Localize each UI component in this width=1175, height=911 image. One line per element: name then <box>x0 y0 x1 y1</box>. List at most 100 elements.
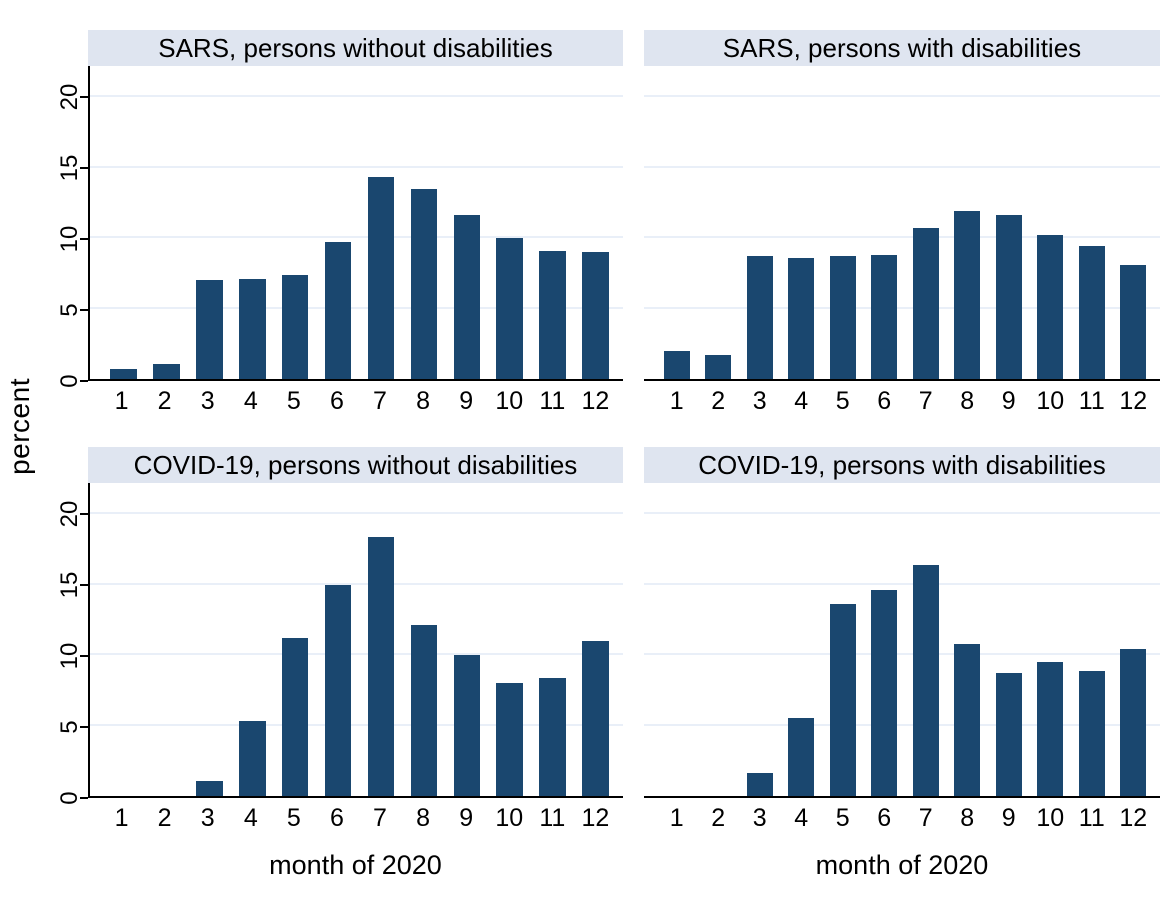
bar-month-8 <box>954 211 981 379</box>
y-tick-label: 20 <box>56 83 83 111</box>
bar-month-12 <box>582 252 609 379</box>
bar-month-4 <box>238 721 266 796</box>
bar-month-10 <box>496 683 524 796</box>
bar-slot <box>402 66 445 379</box>
x-tick-label: 3 <box>752 386 767 415</box>
bar-month-6 <box>871 590 898 796</box>
bar-slot <box>360 66 403 379</box>
gridline <box>644 512 1160 515</box>
gridline <box>644 165 1160 168</box>
bar-slot <box>231 66 274 379</box>
gridline <box>90 306 623 309</box>
x-tick-labels: 1 2 3 4 5 6 7 8 9 10 11 12 <box>88 381 623 421</box>
gridline <box>644 95 1160 98</box>
panel-title: SARS, persons with disabilities <box>644 30 1160 66</box>
y-tick-mark <box>80 167 88 170</box>
bar-month-5 <box>829 604 856 796</box>
bar-month-5 <box>829 256 856 379</box>
plot-area: 0 5 10 15 20 <box>45 483 623 805</box>
x-tick-label: 5 <box>286 386 301 415</box>
bar-month-2 <box>705 355 732 379</box>
bar-month-4 <box>238 278 266 379</box>
bar-series <box>644 66 1160 379</box>
y-tick-label: 20 <box>56 500 83 528</box>
bar-month-10 <box>1037 235 1064 379</box>
x-tick-label: 2 <box>711 386 726 415</box>
bar-month-6 <box>324 242 352 379</box>
bar-slot <box>274 483 317 796</box>
gridline <box>90 653 623 656</box>
bar-slot <box>231 483 274 796</box>
x-tick-label: 5 <box>835 386 850 415</box>
gridline <box>90 512 623 515</box>
bar-slot <box>698 483 740 796</box>
y-tick-label: 5 <box>56 303 83 317</box>
bar-month-5 <box>281 638 309 796</box>
bar-slot <box>102 483 145 796</box>
bar-month-9 <box>995 215 1022 379</box>
x-tick-label: 1 <box>114 386 129 415</box>
bar-slot <box>947 66 989 379</box>
x-tick-label: 3 <box>752 803 767 832</box>
x-tick-label: 5 <box>835 803 850 832</box>
y-tick-mark <box>80 726 88 729</box>
x-tick-label: 9 <box>459 803 474 832</box>
panel-covid19-without-disabilities: COVID-19, persons without disabilities 0… <box>45 447 623 886</box>
x-tick-label: 11 <box>539 803 566 832</box>
plot-area <box>623 66 1160 381</box>
bar-month-10 <box>496 238 524 379</box>
x-tick-label: 7 <box>918 386 933 415</box>
bar-slot <box>1071 66 1113 379</box>
x-tick-label: 4 <box>243 386 258 415</box>
bar-slot <box>360 483 403 796</box>
panel-title: COVID-19, persons with disabilities <box>644 447 1160 483</box>
bar-slot <box>905 66 947 379</box>
x-tick-label: 1 <box>114 803 129 832</box>
y-tick-mark <box>80 380 88 382</box>
y-tick-label: 5 <box>56 720 83 734</box>
x-tick-label: 2 <box>157 803 172 832</box>
x-tick-label: 10 <box>1036 386 1065 415</box>
panel-sars-without-disabilities: SARS, persons without disabilities 0 5 10 1… <box>45 30 623 421</box>
x-tick-label: 2 <box>711 803 726 832</box>
x-tick-label: 7 <box>918 803 933 832</box>
plot-region <box>88 483 623 798</box>
bar-slot <box>781 66 823 379</box>
y-axis-title: percent <box>4 378 35 475</box>
bar-month-1 <box>110 369 137 379</box>
bar-slot <box>1030 66 1072 379</box>
x-tick-label: 9 <box>459 386 474 415</box>
bar-month-9 <box>453 215 481 379</box>
x-tick-labels: 1 2 3 4 5 6 7 8 9 10 11 12 <box>644 381 1160 421</box>
x-tick-labels: 1 2 3 4 5 6 7 8 9 10 11 12 <box>88 798 623 838</box>
bar-month-3 <box>746 773 773 796</box>
bar-slot <box>1113 483 1155 796</box>
plot-region <box>88 66 623 381</box>
bar-slot <box>988 66 1030 379</box>
x-tick-label: 10 <box>1036 803 1065 832</box>
bar-slot <box>402 483 445 796</box>
bar-slot <box>488 483 531 796</box>
x-tick-label: 12 <box>581 803 610 832</box>
x-tick-label: 3 <box>200 803 215 832</box>
bar-slot <box>864 483 906 796</box>
x-tick-labels: 1 2 3 4 5 6 7 8 9 10 11 12 <box>644 798 1160 838</box>
bar-slot <box>1113 66 1155 379</box>
y-tick-mark <box>80 584 88 587</box>
y-axis-gutter: 0 5 10 15 20 <box>45 483 88 805</box>
bar-month-3 <box>746 256 773 379</box>
bar-month-11 <box>1078 246 1105 379</box>
bar-month-8 <box>410 625 438 796</box>
bar-slot <box>488 66 531 379</box>
bar-slot <box>145 483 188 796</box>
x-tick-label: 10 <box>495 803 524 832</box>
bar-slot <box>739 66 781 379</box>
y-tick-mark <box>80 238 88 241</box>
bar-month-11 <box>1078 670 1105 796</box>
x-tick-label: 8 <box>416 386 431 415</box>
bar-slot <box>905 483 947 796</box>
bar-slot <box>445 483 488 796</box>
bar-month-8 <box>410 188 438 379</box>
